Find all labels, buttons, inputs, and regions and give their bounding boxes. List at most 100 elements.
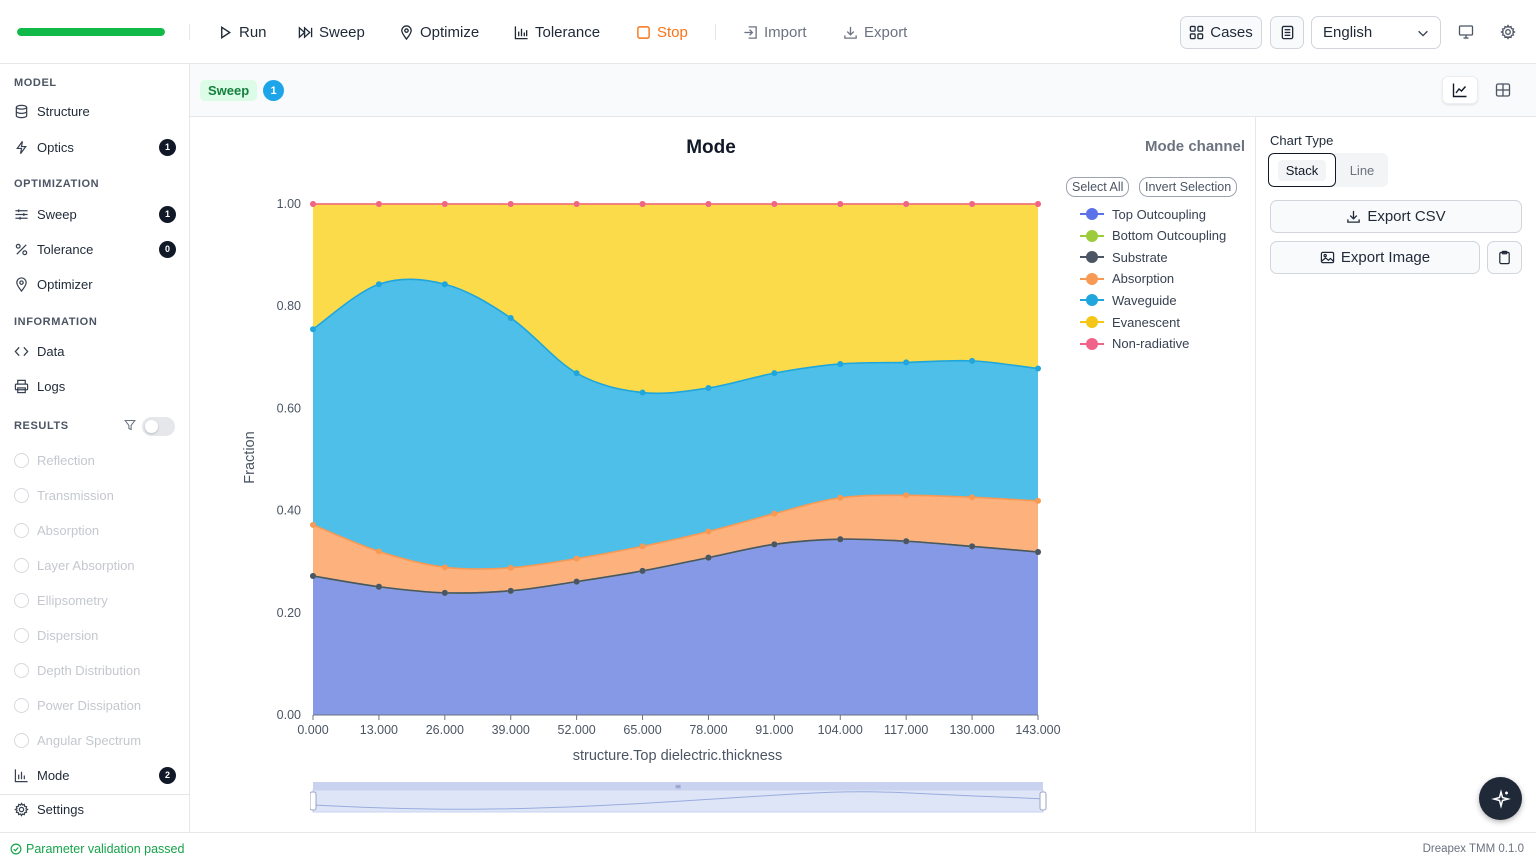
ai-assistant-button[interactable] bbox=[1479, 777, 1522, 820]
data-point[interactable] bbox=[771, 510, 778, 517]
data-point[interactable] bbox=[507, 564, 514, 571]
zoom-slider-right-handle[interactable] bbox=[1039, 791, 1047, 811]
data-point[interactable] bbox=[375, 583, 382, 590]
chart-view-button[interactable] bbox=[1442, 76, 1478, 104]
data-point[interactable] bbox=[771, 541, 778, 548]
data-point[interactable] bbox=[705, 528, 712, 535]
sidebar-result-dispersion[interactable]: Dispersion bbox=[14, 624, 176, 648]
data-point[interactable] bbox=[441, 281, 448, 288]
sidebar-item-optics[interactable]: Optics 1 bbox=[14, 135, 176, 159]
data-point[interactable] bbox=[441, 564, 448, 571]
data-point[interactable] bbox=[837, 360, 844, 367]
data-point[interactable] bbox=[639, 543, 646, 550]
invert-selection-button[interactable]: Invert Selection bbox=[1139, 177, 1238, 197]
data-point[interactable] bbox=[705, 554, 712, 561]
data-point[interactable] bbox=[639, 201, 646, 207]
data-point[interactable] bbox=[771, 370, 778, 377]
data-point[interactable] bbox=[969, 543, 976, 550]
data-point[interactable] bbox=[639, 389, 646, 396]
sidebar-item-structure[interactable]: Structure bbox=[14, 99, 176, 123]
data-point[interactable] bbox=[573, 201, 580, 207]
select-all-button[interactable]: Select All bbox=[1066, 177, 1130, 197]
data-point[interactable] bbox=[507, 587, 514, 594]
tolerance-button[interactable]: Tolerance bbox=[514, 20, 600, 44]
sidebar-item-optimizer[interactable]: Optimizer bbox=[14, 272, 176, 296]
language-select[interactable]: English bbox=[1311, 16, 1441, 49]
data-point[interactable] bbox=[705, 201, 712, 207]
data-point[interactable] bbox=[837, 494, 844, 501]
data-point[interactable] bbox=[1035, 497, 1041, 504]
data-zoom-slider[interactable]: ≡ bbox=[310, 777, 1050, 817]
data-point[interactable] bbox=[310, 573, 316, 580]
data-point[interactable] bbox=[573, 555, 580, 562]
legend-item[interactable]: Substrate bbox=[1080, 248, 1168, 266]
data-point[interactable] bbox=[1035, 365, 1041, 372]
stop-button[interactable]: Stop bbox=[636, 20, 688, 44]
legend-item[interactable]: Waveguide bbox=[1080, 291, 1177, 309]
data-point[interactable] bbox=[310, 326, 316, 333]
data-point[interactable] bbox=[837, 536, 844, 543]
data-point[interactable] bbox=[903, 359, 910, 366]
legend-item[interactable]: Evanescent bbox=[1080, 313, 1180, 331]
data-point[interactable] bbox=[573, 370, 580, 377]
table-view-button[interactable] bbox=[1485, 76, 1521, 104]
data-point[interactable] bbox=[639, 567, 646, 574]
data-point[interactable] bbox=[375, 281, 382, 288]
sidebar-result-power-dissipation[interactable]: Power Dissipation bbox=[14, 694, 176, 718]
data-point[interactable] bbox=[903, 492, 910, 499]
sidebar-item-mode[interactable]: Mode 2 bbox=[14, 763, 176, 787]
notes-button[interactable] bbox=[1270, 16, 1304, 49]
data-point[interactable] bbox=[705, 384, 712, 391]
sidebar-result-angular-spectrum[interactable]: Angular Spectrum bbox=[14, 729, 176, 753]
data-point[interactable] bbox=[903, 538, 910, 545]
filter-icon[interactable] bbox=[124, 419, 136, 431]
data-point[interactable] bbox=[507, 314, 514, 321]
legend-item[interactable]: Top Outcoupling bbox=[1080, 205, 1206, 223]
sidebar-result-depth-distribution[interactable]: Depth Distribution bbox=[14, 659, 176, 683]
data-point[interactable] bbox=[507, 201, 514, 207]
data-point[interactable] bbox=[441, 589, 448, 596]
monitor-icon[interactable] bbox=[1456, 22, 1476, 42]
data-point[interactable] bbox=[441, 201, 448, 207]
data-point[interactable] bbox=[310, 521, 316, 528]
sidebar-result-transmission[interactable]: Transmission bbox=[14, 483, 176, 507]
data-point[interactable] bbox=[310, 201, 316, 207]
sidebar-result-reflection[interactable]: Reflection bbox=[14, 448, 176, 472]
results-filter-toggle[interactable] bbox=[142, 417, 175, 436]
data-point[interactable] bbox=[969, 201, 976, 207]
data-point[interactable] bbox=[771, 201, 778, 207]
export-image-button[interactable]: Export Image bbox=[1270, 241, 1480, 274]
data-point[interactable] bbox=[1035, 548, 1041, 555]
zoom-slider-left-handle[interactable] bbox=[310, 791, 317, 811]
zoom-slider-handle-bar[interactable] bbox=[313, 782, 1043, 790]
chart-type-line[interactable]: Line bbox=[1349, 162, 1375, 178]
optimize-button[interactable]: Optimize bbox=[399, 20, 479, 44]
sidebar-item-data[interactable]: Data bbox=[14, 339, 176, 363]
copy-to-clipboard-button[interactable] bbox=[1487, 241, 1522, 274]
data-point[interactable] bbox=[837, 201, 844, 207]
sweep-button[interactable]: Sweep bbox=[298, 20, 365, 44]
sweep-tag[interactable]: Sweep bbox=[200, 80, 258, 101]
sidebar-result-ellipsometry[interactable]: Ellipsometry bbox=[14, 588, 176, 612]
legend-item[interactable]: Absorption bbox=[1080, 270, 1174, 288]
legend-item[interactable]: Non-radiative bbox=[1080, 335, 1189, 353]
gear-icon[interactable] bbox=[1498, 22, 1518, 42]
legend-item[interactable]: Bottom Outcoupling bbox=[1080, 227, 1226, 245]
sidebar-item-logs[interactable]: Logs bbox=[14, 374, 176, 398]
sidebar-result-absorption[interactable]: Absorption bbox=[14, 518, 176, 542]
sidebar-result-layer-absorption[interactable]: Layer Absorption bbox=[14, 553, 176, 577]
data-point[interactable] bbox=[969, 357, 976, 364]
chart-type-stack[interactable]: Stack bbox=[1268, 153, 1336, 187]
sidebar-item-tolerance[interactable]: Tolerance 0 bbox=[14, 237, 176, 261]
data-point[interactable] bbox=[969, 494, 976, 501]
data-point[interactable] bbox=[375, 201, 382, 207]
import-button[interactable]: Import bbox=[743, 20, 807, 44]
data-point[interactable] bbox=[1035, 201, 1041, 207]
export-button[interactable]: Export bbox=[843, 20, 907, 44]
sidebar-item-settings[interactable]: Settings bbox=[14, 797, 176, 821]
data-point[interactable] bbox=[903, 201, 910, 207]
data-point[interactable] bbox=[573, 578, 580, 585]
export-csv-button[interactable]: Export CSV bbox=[1270, 200, 1522, 233]
cases-button[interactable]: Cases bbox=[1180, 16, 1262, 49]
data-point[interactable] bbox=[375, 548, 382, 555]
